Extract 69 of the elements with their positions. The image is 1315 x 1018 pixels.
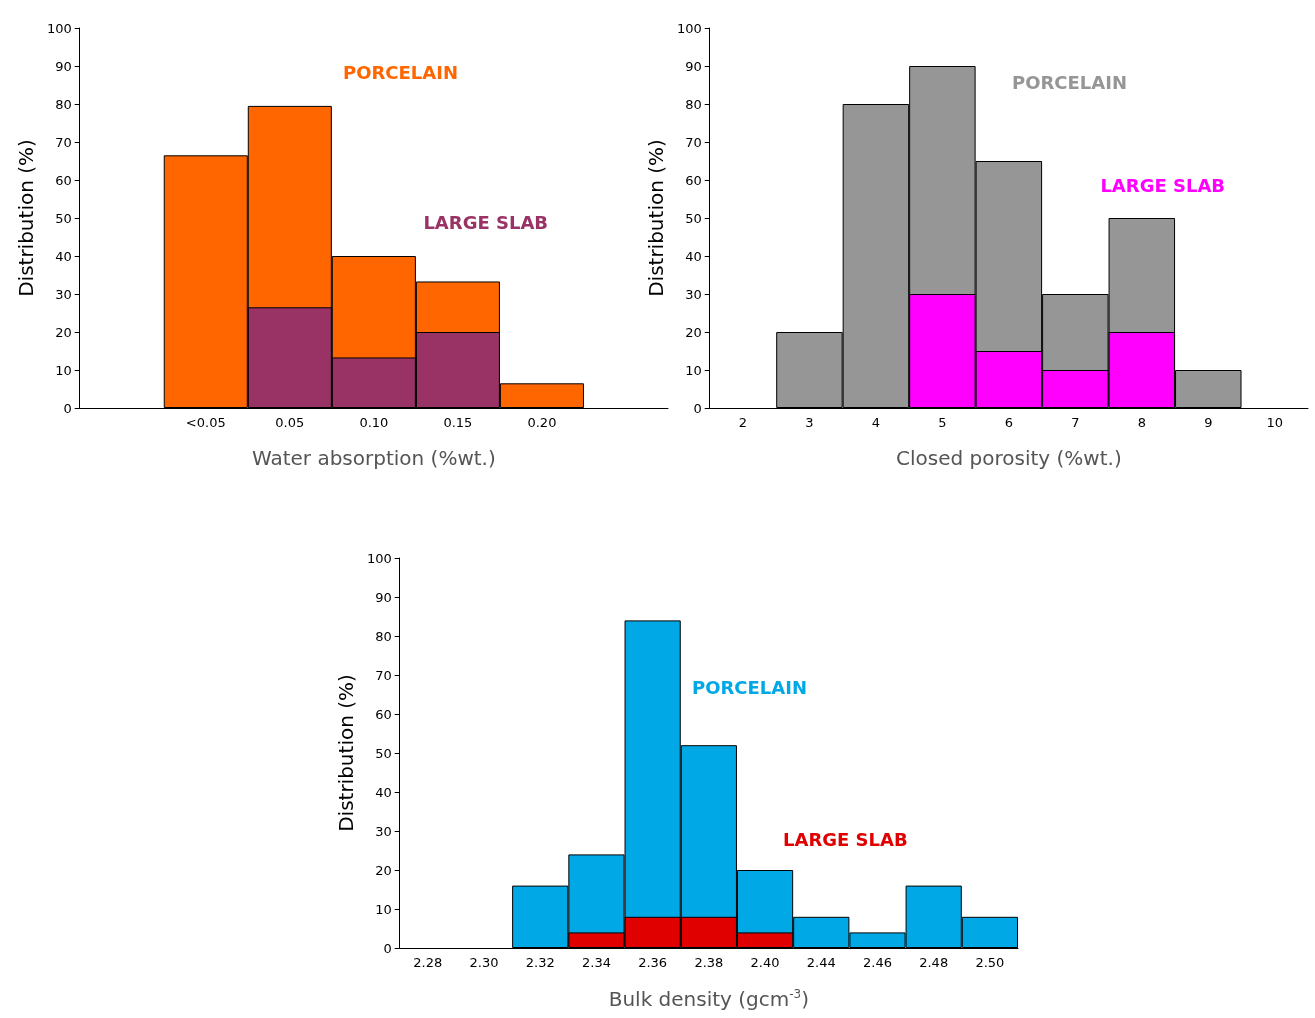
x-axis-title: Water absorption (%wt.)	[251, 446, 496, 470]
x-tick-label: 4	[871, 415, 881, 430]
x-tick-label: 2.48	[919, 955, 949, 970]
x-tick-label: 7	[1071, 415, 1080, 430]
x-tick-label: 6	[1004, 415, 1013, 430]
y-tick-label: 90	[685, 58, 702, 74]
y-tick-label: 80	[685, 96, 702, 112]
x-tick-label: 2.32	[525, 955, 555, 970]
series-label: PORCELAIN	[692, 676, 808, 698]
y-tick-label: 70	[375, 667, 392, 683]
text: LARGE SLAB	[1100, 174, 1226, 196]
x-tick-label: 0.20	[527, 415, 557, 430]
x-tick-label: 2.38	[694, 955, 724, 970]
x-tick-label: 2.44	[806, 955, 836, 970]
y-tick-label: 40	[375, 784, 392, 800]
y-tick-label: 20	[375, 862, 392, 878]
y-tick-label: 20	[685, 324, 702, 340]
y-tick-label: 70	[685, 134, 702, 150]
x-tick-label: 2.36	[638, 955, 668, 970]
y-tick-label: 90	[375, 589, 392, 605]
x-tick-label: <0.05	[185, 415, 226, 430]
y-tick-label: 0	[693, 400, 702, 416]
y-axis-title: Distribution (%)	[14, 139, 38, 297]
y-tick-label: 30	[55, 286, 72, 302]
y-tick-label: 50	[375, 745, 392, 761]
x-tick-label: 2.40	[750, 955, 780, 970]
x-tick-label: 5	[938, 415, 947, 430]
x-tick-label: 3	[805, 415, 814, 430]
y-tick-label: 60	[55, 172, 72, 188]
x-tick-label: 2.46	[863, 955, 892, 970]
y-axis-title: Distribution (%)	[334, 674, 358, 832]
y-tick-label: 0	[63, 400, 72, 416]
y-tick-label: 90	[55, 58, 72, 74]
x-tick-label: 0.05	[275, 415, 305, 430]
y-tick-label: 80	[375, 628, 392, 644]
y-tick-label: 40	[55, 248, 72, 264]
y-tick-label: 100	[676, 20, 702, 36]
y-tick-label: 40	[685, 248, 702, 264]
y-tick-label: 30	[375, 823, 392, 839]
text: LARGE SLAB	[423, 211, 549, 233]
x-tick-label: 9	[1204, 415, 1213, 430]
y-tick-label: 80	[55, 96, 72, 112]
x-tick-label: 10	[1266, 415, 1284, 430]
y-tick-label: 10	[375, 901, 392, 917]
y-tick-label: 100	[366, 550, 392, 566]
text: PORCELAIN	[1012, 71, 1128, 93]
y-tick-label: 60	[375, 706, 392, 722]
y-tick-label: 50	[685, 210, 702, 226]
x-tick-label: 2.50	[975, 955, 1005, 970]
x-tick-label: 8	[1137, 415, 1146, 430]
x-tick-label: 2.28	[413, 955, 443, 970]
y-axis-title: Distribution (%)	[644, 139, 668, 297]
x-tick-label: 2.34	[581, 955, 611, 970]
x-tick-label: 0.10	[359, 415, 389, 430]
y-tick-label: 10	[55, 362, 72, 378]
x-axis-title: Closed porosity (%wt.)	[896, 446, 1122, 470]
y-tick-label: 50	[55, 210, 72, 226]
y-tick-label: 100	[46, 20, 72, 36]
text: LARGE SLAB	[783, 828, 908, 850]
y-tick-label: 60	[685, 172, 702, 188]
y-tick-label: 0	[383, 940, 392, 956]
y-tick-label: 20	[55, 324, 72, 340]
y-tick-label: 10	[685, 362, 702, 378]
x-tick-label: 0.15	[443, 415, 473, 430]
y-tick-label: 70	[55, 134, 72, 150]
x-tick-label: 2	[738, 415, 748, 430]
y-tick-label: 30	[685, 286, 702, 302]
x-tick-label: 2.30	[469, 955, 499, 970]
series-label: PORCELAIN	[343, 61, 459, 83]
